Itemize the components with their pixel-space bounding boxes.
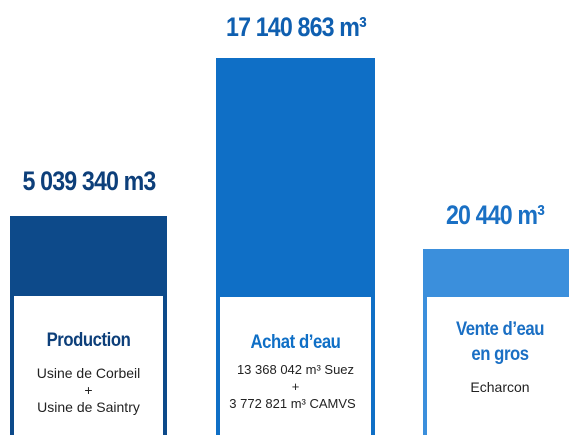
column-title: Achat d’eau <box>250 332 341 353</box>
column: Vente d’eau en gros Echarcon <box>423 249 569 435</box>
line: + <box>291 379 300 394</box>
column: Production Usine de Corbeil + Usine de S… <box>10 216 167 435</box>
column: Achat d’eau 13 368 042 m³ Suez + 3 772 8… <box>216 58 375 435</box>
column-title: Production <box>46 330 131 351</box>
line: Usine de Corbeil <box>36 365 141 381</box>
title-line: Vente d’eau <box>455 319 545 340</box>
value-label: 20 440 m³ <box>445 200 545 230</box>
line: + <box>84 382 93 398</box>
line: 3 772 821 m³ CAMVS <box>229 396 356 411</box>
column-box: Production Usine de Corbeil + Usine de S… <box>14 296 163 435</box>
line: Usine de Saintry <box>37 399 140 415</box>
value-label: 17 140 863 m³ <box>226 12 367 42</box>
title-line: en gros <box>471 344 529 365</box>
column-lines: 13 368 042 m³ Suez + 3 772 821 m³ CAMVS <box>220 361 371 412</box>
column-box: Achat d’eau 13 368 042 m³ Suez + 3 772 8… <box>220 297 371 435</box>
line: Echarcon <box>470 379 530 395</box>
line: 13 368 042 m³ Suez <box>236 362 355 377</box>
column-lines: Usine de Corbeil + Usine de Saintry <box>14 365 163 416</box>
value-label: 5 039 340 m3 <box>22 166 156 196</box>
column-lines: Echarcon <box>427 379 569 396</box>
column-box: Vente d’eau en gros Echarcon <box>427 297 569 435</box>
column-title: Vente d’eau en gros <box>427 317 569 367</box>
